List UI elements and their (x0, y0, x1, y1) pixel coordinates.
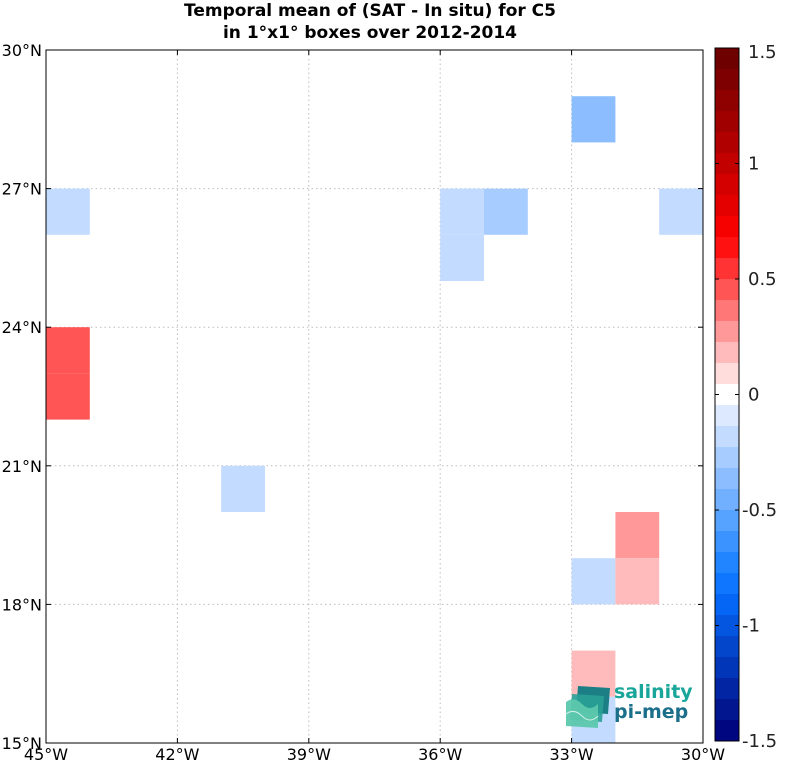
colorbar-band-24 (715, 552, 739, 574)
colorbar-band-9 (715, 237, 739, 259)
logo-wave-icon (565, 686, 610, 728)
colorbar-band-7 (715, 195, 739, 217)
y-tick-label-0: 15°N (2, 734, 42, 753)
colorbar-tick-label-4: -0.5 (742, 500, 777, 521)
colorbar-tick-label-0: 1.5 (748, 42, 777, 63)
colorbar-band-12 (715, 300, 739, 322)
colorbar-tick-label-1: 1 (748, 154, 759, 175)
colorbar-band-23 (715, 531, 739, 553)
colorbar-band-20 (715, 468, 739, 490)
heatmap-cell-8 (221, 465, 265, 512)
logo-text: salinity pi-mep (614, 682, 693, 722)
heatmap-cell-10 (571, 558, 616, 605)
colorbar-band-16 (715, 384, 739, 406)
heatmap-cell-11 (615, 558, 660, 605)
colorbar-band-25 (715, 573, 739, 595)
colorbar-band-32 (715, 720, 739, 742)
colorbar-band-18 (715, 426, 739, 448)
y-tick-label-5: 30°N (2, 41, 42, 60)
colorbar-band-0 (715, 48, 739, 70)
heatmap-cell-7 (46, 373, 90, 420)
y-axis: 15°N 18°N 21°N 24°N 27°N 30°N (2, 41, 703, 753)
colorbar-band-6 (715, 174, 739, 196)
heatmap-cell-0 (571, 96, 616, 143)
colorbar-band-2 (715, 90, 739, 112)
colorbar-band-10 (715, 258, 739, 280)
x-tick-label-0: 45°W (24, 745, 68, 763)
heatmap-cell-3 (440, 234, 484, 281)
x-tick-label-2: 39°W (287, 745, 331, 763)
y-tick-label-2: 21°N (2, 457, 42, 476)
colorbar-band-28 (715, 636, 739, 658)
x-tick-label-3: 36°W (418, 745, 462, 763)
colorbar-band-13 (715, 321, 739, 343)
logo-text-salinity: salinity (614, 681, 693, 703)
colorbar-tick-label-5: -1 (742, 616, 760, 637)
colorbar-tick-label-3: 0 (748, 385, 759, 406)
heatmap-cell-1 (46, 188, 90, 235)
x-tick-label-5: 30°W (681, 745, 725, 763)
plot-border (45, 49, 704, 744)
colorbar-band-3 (715, 111, 739, 133)
colorbar-band-17 (715, 405, 739, 427)
colorbar-band-14 (715, 342, 739, 364)
colorbar-band-30 (715, 678, 739, 700)
colorbar-band-19 (715, 447, 739, 469)
colorbar-tick-label-6: -1.5 (742, 731, 777, 752)
colorbar-band-22 (715, 510, 739, 532)
heatmap-cell-2 (440, 188, 484, 235)
colorbar-band-1 (715, 69, 739, 91)
colorbar-band-15 (715, 363, 739, 385)
colorbar-band-8 (715, 216, 739, 238)
heatmap-cell-6 (46, 327, 90, 374)
plot-frame (45, 49, 704, 744)
colorbar-band-31 (715, 699, 739, 721)
y-tick-label-1: 18°N (2, 595, 42, 614)
colorbar-band-29 (715, 657, 739, 679)
logo-text-pi-mep: pi-mep (614, 701, 689, 723)
colorbar-band-21 (715, 489, 739, 511)
chart-title-line-2: in 1°x1° boxes over 2012-2014 (222, 23, 518, 43)
y-tick-label-4: 27°N (2, 180, 42, 199)
colorbar-tick-label-2: 0.5 (748, 269, 777, 290)
grid-lines (46, 50, 703, 743)
colorbar-band-4 (715, 132, 739, 154)
plot-area (46, 50, 703, 743)
colorbar: 1.5 1 0.5 0 -0.5 -1 -1.5 (714, 42, 777, 752)
chart-title: Temporal mean of (SAT - In situ) for C5 … (0, 0, 740, 44)
heatmap-cells (46, 96, 703, 743)
salinity-pi-mep-logo: salinity pi-mep (560, 682, 700, 730)
plot-background (46, 50, 703, 743)
x-axis: 45°W 42°W 39°W 36°W 33°W 30°W (24, 50, 725, 763)
chart-title-line-1: Temporal mean of (SAT - In situ) for C5 (184, 1, 556, 21)
heatmap-cell-4 (484, 188, 528, 235)
y-tick-label-3: 24°N (2, 318, 42, 337)
colorbar-band-27 (715, 615, 739, 637)
colorbar-band-26 (715, 594, 739, 616)
colorbar-band-11 (715, 279, 739, 301)
x-tick-label-1: 42°W (155, 745, 199, 763)
x-tick-label-4: 33°W (550, 745, 594, 763)
heatmap-cell-9 (615, 512, 660, 559)
heatmap-cell-5 (659, 188, 703, 235)
colorbar-band-5 (715, 153, 739, 175)
